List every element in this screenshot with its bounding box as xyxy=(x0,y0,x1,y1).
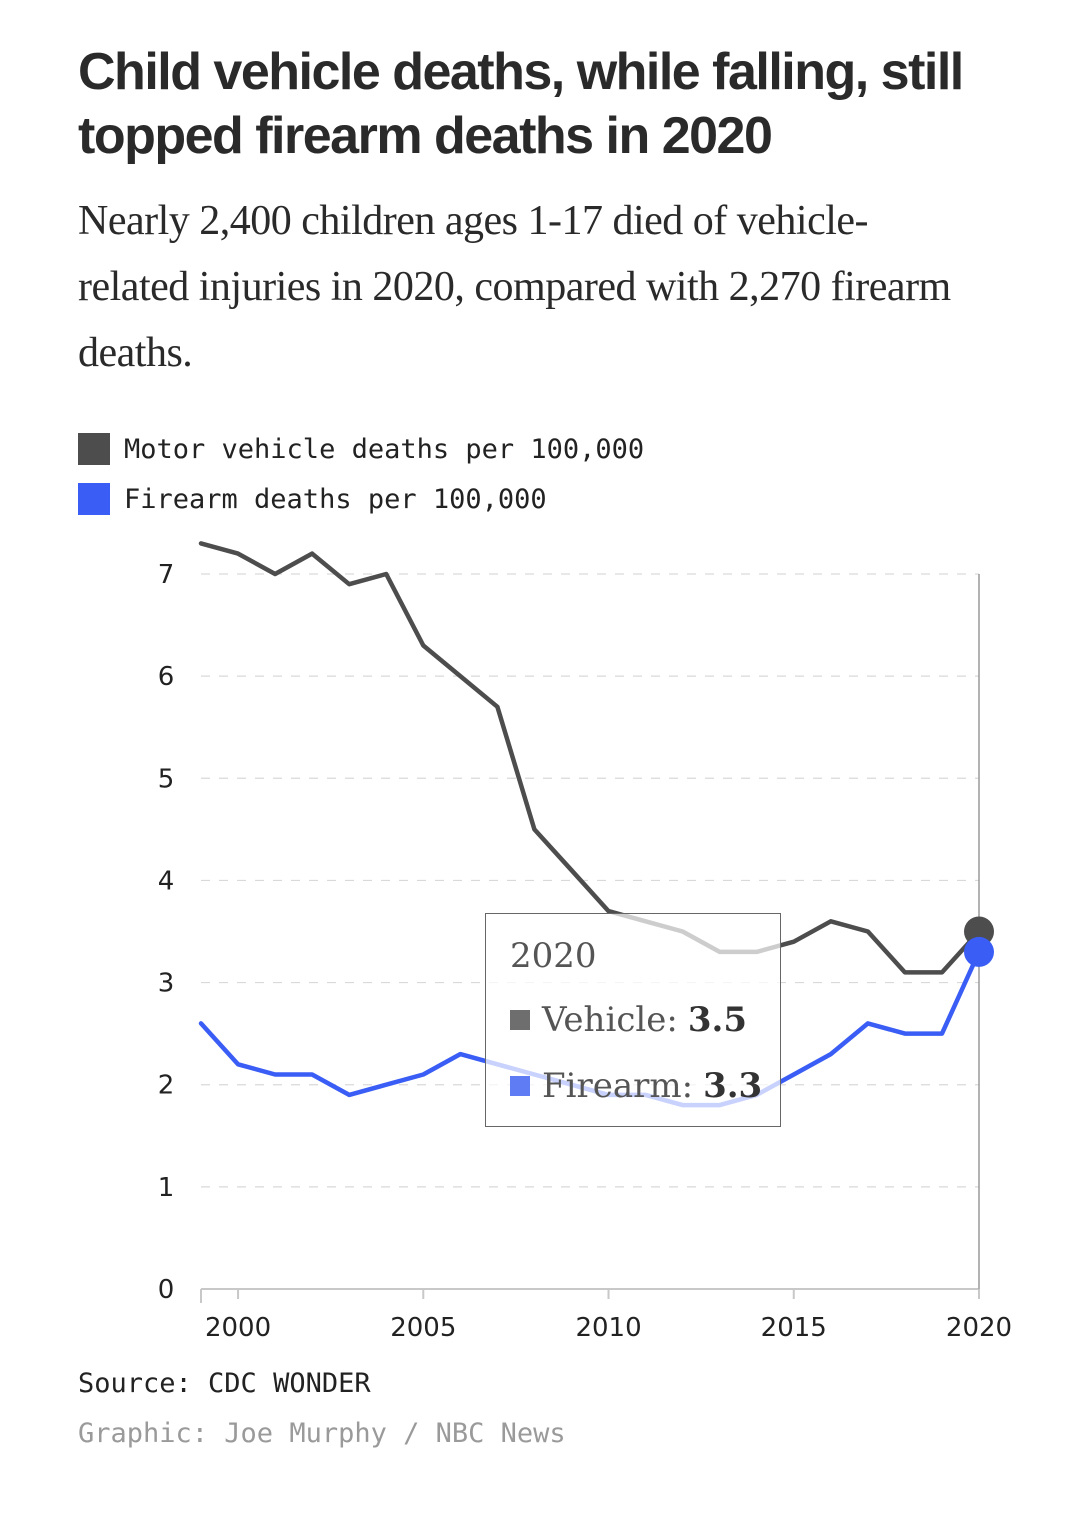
series-line-vehicle[interactable] xyxy=(198,541,982,975)
tooltip-value-vehicle: 3.5 xyxy=(687,1000,747,1040)
tooltip: 2020 Vehicle: 3.5 Firearm: 3.3 xyxy=(485,913,781,1127)
legend-swatch-firearm xyxy=(78,483,110,515)
legend-item-vehicle[interactable]: Motor vehicle deaths per 100,000 xyxy=(78,424,644,474)
chart-subtitle: Nearly 2,400 children ages 1-17 died of … xyxy=(78,198,951,376)
point-firearm-2020[interactable] xyxy=(964,936,994,967)
y-tick-label-7: 7 xyxy=(158,560,175,590)
x-tick-label-2005: 2005 xyxy=(390,1313,456,1343)
line-chart[interactable]: 0 1 2 3 4 5 6 7 2000 2005 2010 2015 2020 xyxy=(0,0,1080,1360)
legend-label-firearm: Firearm deaths per 100,000 xyxy=(124,483,547,515)
tooltip-swatch-firearm xyxy=(510,1076,530,1096)
legend: Motor vehicle deaths per 100,000 Firearm… xyxy=(78,424,644,524)
axes: 0 1 2 3 4 5 6 7 2000 2005 2010 2015 2020 xyxy=(158,560,1012,1343)
x-tick-label-2010: 2010 xyxy=(575,1313,641,1343)
y-tick-label-6: 6 xyxy=(158,662,175,692)
legend-swatch-vehicle xyxy=(78,433,110,465)
y-tick-label-4: 4 xyxy=(158,866,175,896)
x-tick-label-2015: 2015 xyxy=(761,1313,827,1343)
tooltip-row-vehicle: Vehicle: 3.5 xyxy=(510,1000,747,1040)
tooltip-label-firearm: Firearm: xyxy=(542,1066,694,1106)
graphic-credit: Graphic: Joe Murphy / NBC News xyxy=(78,1418,566,1449)
highlight-points[interactable] xyxy=(964,916,994,967)
chart-title: Child vehicle deaths, while falling, sti… xyxy=(78,43,964,165)
y-tick-label-0: 0 xyxy=(158,1275,175,1305)
source-note: Source: CDC WONDER xyxy=(78,1368,371,1399)
y-tick-label-3: 3 xyxy=(158,969,175,999)
tooltip-year: 2020 xyxy=(510,936,597,976)
x-tick-label-2020: 2020 xyxy=(946,1313,1012,1343)
x-tick-label-2000: 2000 xyxy=(205,1313,271,1343)
tooltip-swatch-vehicle xyxy=(510,1010,530,1030)
tooltip-value-firearm: 3.3 xyxy=(703,1066,763,1106)
legend-label-vehicle: Motor vehicle deaths per 100,000 xyxy=(124,433,645,465)
tooltip-label-vehicle: Vehicle: xyxy=(542,1000,678,1040)
y-tick-label-1: 1 xyxy=(158,1173,175,1203)
legend-item-firearm[interactable]: Firearm deaths per 100,000 xyxy=(78,474,644,524)
y-tick-label-2: 2 xyxy=(158,1071,175,1101)
tooltip-row-firearm: Firearm: 3.3 xyxy=(510,1066,762,1106)
grid xyxy=(201,573,979,1188)
y-tick-label-5: 5 xyxy=(158,764,175,794)
